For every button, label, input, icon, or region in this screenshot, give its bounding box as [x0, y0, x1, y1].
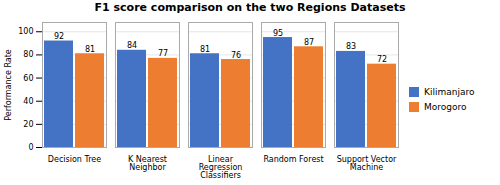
svg-text:60: 60 — [23, 74, 33, 83]
svg-text:LinearRegressionClassifiers: LinearRegressionClassifiers — [199, 155, 243, 180]
svg-text:K NearestNeighbor: K NearestNeighbor — [128, 155, 167, 172]
svg-text:81: 81 — [200, 45, 210, 54]
html-text:F1 score comparison on the two: F1 score comparison on the two Regions D… — [94, 1, 406, 14]
svg-text:87: 87 — [304, 38, 314, 47]
svg-text:83: 83 — [346, 42, 356, 51]
svg-text:72: 72 — [377, 55, 387, 64]
svg-text:92: 92 — [54, 32, 64, 41]
html-text:Morogoro: Morogoro — [424, 102, 467, 112]
svg-text:Support VectorMachine: Support VectorMachine — [337, 155, 397, 172]
svg-text:40: 40 — [23, 97, 33, 106]
svg-text:84: 84 — [127, 41, 137, 50]
html-text:Kilimanjaro: Kilimanjaro — [424, 87, 475, 97]
svg-text:80: 80 — [23, 50, 33, 59]
svg-text:Random Forest: Random Forest — [263, 155, 323, 164]
svg-text:0: 0 — [28, 143, 33, 152]
svg-text:81: 81 — [85, 45, 95, 54]
svg-text:20: 20 — [23, 120, 33, 129]
svg-text:Performance Rate: Performance Rate — [4, 49, 13, 121]
svg-text:77: 77 — [158, 49, 168, 58]
svg-text:Decision Tree: Decision Tree — [48, 155, 101, 164]
svg-text:100: 100 — [18, 27, 33, 36]
svg-text:76: 76 — [231, 51, 241, 60]
svg-text:95: 95 — [273, 29, 283, 38]
